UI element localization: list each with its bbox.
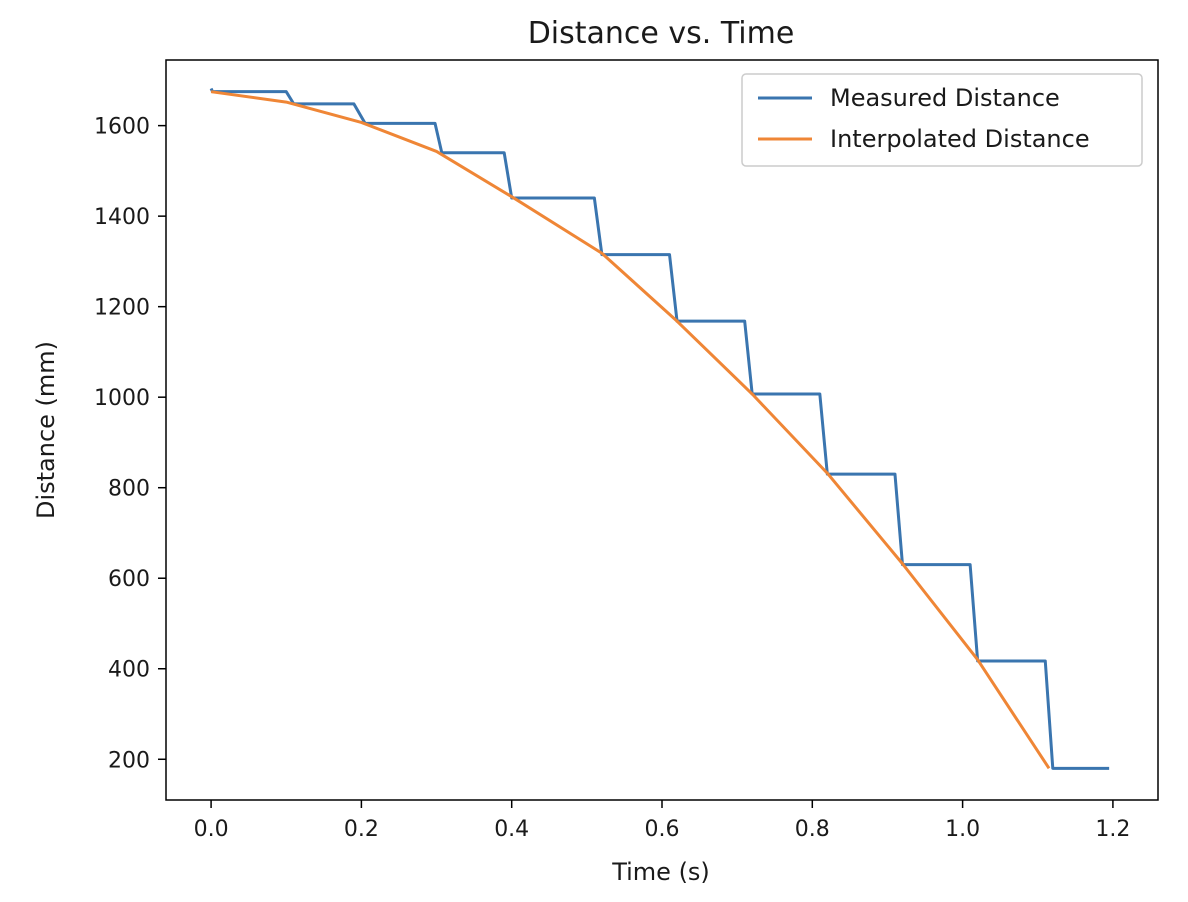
x-tick-label: 0.0 — [194, 817, 229, 842]
x-tick-label: 1.0 — [945, 817, 980, 842]
y-tick-label: 1400 — [94, 205, 150, 230]
x-tick-label: 0.8 — [795, 817, 830, 842]
series-line-measured — [209, 87, 1110, 770]
plot-frame — [165, 59, 1159, 801]
x-tick-label: 0.6 — [645, 817, 680, 842]
y-tick-label: 200 — [108, 748, 150, 773]
y-tick-label: 600 — [108, 567, 150, 592]
legend-label-measured: Measured Distance — [830, 84, 1060, 112]
legend: Measured Distance Interpolated Distance — [741, 73, 1143, 167]
series-line-interpolated — [210, 90, 1051, 770]
x-axis-ticks: 0.0 0.2 0.4 0.6 0.8 1.0 1.2 — [194, 800, 1130, 842]
y-axis-label: Distance (mm) — [32, 341, 60, 519]
plot-area — [165, 59, 1159, 801]
x-tick-label: 0.2 — [344, 817, 379, 842]
y-tick-label: 1200 — [94, 296, 150, 321]
x-tick-label: 0.4 — [494, 817, 529, 842]
x-axis-label: Time (s) — [611, 858, 710, 886]
y-tick-label: 400 — [108, 658, 150, 683]
series-layer — [209, 87, 1110, 770]
y-axis-ticks: 200 400 600 800 1000 1200 1400 1600 — [94, 115, 166, 773]
legend-box — [741, 73, 1143, 167]
y-tick-label: 1600 — [94, 115, 150, 140]
legend-label-interpolated: Interpolated Distance — [830, 125, 1090, 153]
x-tick-label: 1.2 — [1095, 817, 1130, 842]
chart-title: Distance vs. Time — [528, 16, 795, 51]
y-tick-label: 800 — [108, 477, 150, 502]
y-tick-label: 1000 — [94, 386, 150, 411]
